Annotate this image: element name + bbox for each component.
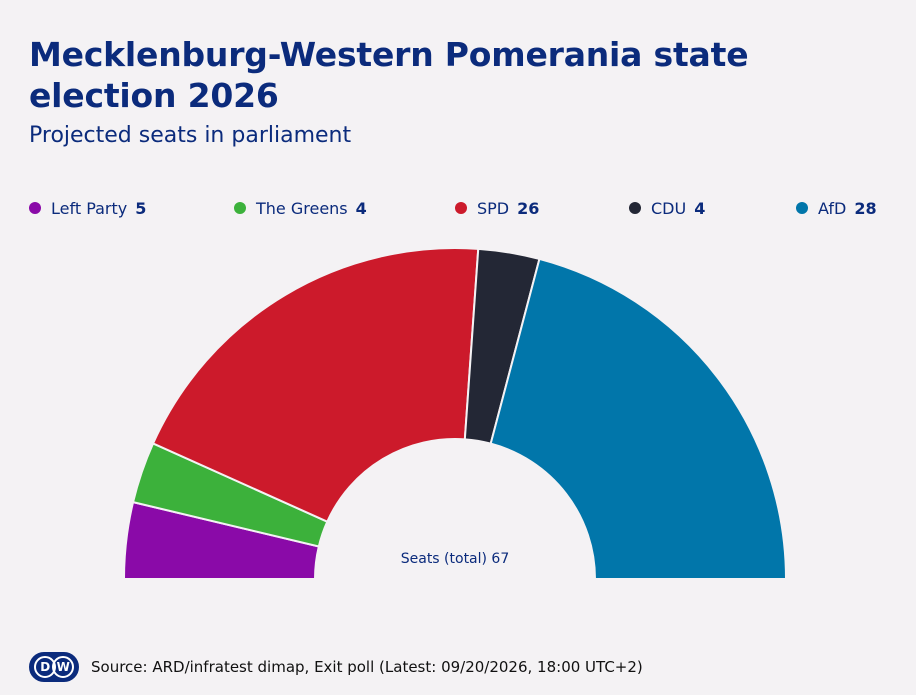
legend-label: Left Party bbox=[51, 198, 128, 218]
legend-swatch-the-greens bbox=[234, 202, 246, 214]
legend-label: CDU bbox=[651, 198, 687, 218]
chart-slices bbox=[122, 247, 788, 580]
slice-afd bbox=[489, 257, 788, 580]
center-label: Seats (total) 67 bbox=[401, 551, 510, 567]
legend-label: SPD bbox=[477, 198, 510, 218]
legend-item-the-greens: The Greens 4 bbox=[234, 198, 367, 218]
legend-value: 5 bbox=[135, 198, 147, 218]
legend-value: 26 bbox=[517, 198, 540, 218]
chart-title: Mecklenburg-Western Pomerania state elec… bbox=[29, 35, 749, 115]
legend: Left Party 5 The Greens 4 SPD 26 CDU 4 A… bbox=[0, 198, 916, 222]
legend-item-cdu: CDU 4 bbox=[629, 198, 705, 218]
legend-label: The Greens bbox=[256, 198, 348, 218]
dw-logo-w: W bbox=[52, 656, 74, 678]
legend-swatch-cdu bbox=[629, 202, 641, 214]
legend-item-left-party: Left Party 5 bbox=[29, 198, 146, 218]
legend-label: AfD bbox=[818, 198, 847, 218]
legend-value: 4 bbox=[355, 198, 367, 218]
legend-item-spd: SPD 26 bbox=[455, 198, 539, 218]
legend-value: 4 bbox=[694, 198, 706, 218]
legend-swatch-spd bbox=[455, 202, 467, 214]
legend-item-afd: AfD 28 bbox=[796, 198, 877, 218]
legend-swatch-afd bbox=[796, 202, 808, 214]
chart-subtitle: Projected seats in parliament bbox=[29, 123, 352, 148]
legend-value: 28 bbox=[854, 198, 877, 218]
legend-swatch-left-party bbox=[29, 202, 41, 214]
source-note: Source: ARD/infratest dimap, Exit poll (… bbox=[91, 658, 643, 676]
slice-spd bbox=[151, 247, 480, 523]
